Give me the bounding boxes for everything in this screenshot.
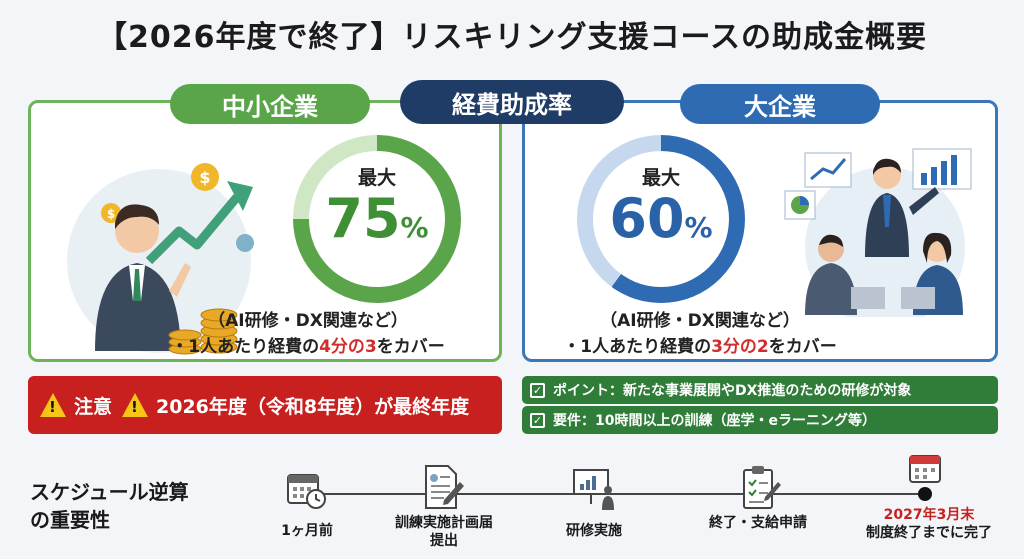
large-max-label: 最大: [641, 167, 680, 189]
sme-coverage: ・1人あたり経費の4分の3をカバー: [171, 337, 445, 357]
step-label-apply: 終了・支給申請: [709, 515, 807, 531]
large-rate-unit: %: [684, 211, 713, 244]
page-title: 【2026年度で終了】リスキリング支援コースの助成金概要: [97, 20, 927, 55]
sme-max-label: 最大: [357, 167, 396, 189]
large-coverage-highlight: 3分の2: [711, 337, 769, 357]
businessman-illustration: $ $: [67, 163, 254, 355]
warning-label: 注意: [74, 395, 113, 418]
requirement-bar: ✓ 要件：10時間以上の訓練（座学・eラーニング等）: [522, 406, 998, 434]
subsidy-rate-label: 経費助成率: [400, 80, 624, 124]
sme-rate-value: 75: [325, 187, 401, 250]
step-label-deadline: 2027年3月末 制度終了までに完了: [866, 507, 992, 541]
sme-coverage-highlight: 4分の3: [319, 337, 377, 357]
presentation-icon: [573, 469, 614, 510]
timeline-line: [300, 493, 925, 495]
step-label-submit-plan: 訓練実施計画届 提出: [395, 515, 493, 549]
warning-icon: [122, 393, 149, 417]
calendar-icon: [909, 455, 941, 483]
step-label-training: 研修実施: [566, 523, 622, 539]
team-illustration: [784, 148, 972, 317]
sme-panel: $ $ 中小企業 最大 75% （AI研修・DX関連など） ・1人あたり経費の4…: [28, 84, 502, 362]
sme-label: 中小企業: [170, 84, 370, 124]
check-icon: ✓: [530, 412, 545, 428]
warning-icon: [40, 393, 66, 417]
step-label-one-month-before: 1ヶ月前: [281, 523, 333, 539]
calendar-clock-icon: [287, 474, 326, 509]
large-panel: 最大 60% （AI研修・DX関連など） ・1人あたり経費の3: [522, 100, 998, 362]
document-pen-icon: [425, 465, 464, 509]
sme-rate-ring: 最大 75%: [293, 135, 461, 303]
requirement-text: 要件：10時間以上の訓練（座学・eラーニング等）: [553, 413, 876, 429]
point-bar: ✓ ポイント：新たな事業展開やDX推進のための研修が対象: [522, 376, 998, 404]
warning-text: 2026年度（令和8年度）が最終年度: [156, 395, 470, 418]
point-text: ポイント：新たな事業展開やDX推進のための研修が対象: [553, 383, 912, 399]
sme-rate-unit: %: [400, 211, 429, 244]
warning-bar: 注意 2026年度（令和8年度）が最終年度: [28, 376, 502, 434]
checklist-icon: [743, 466, 781, 509]
sme-scope: （AI研修・DX関連など）: [208, 311, 408, 331]
large-rate-value: 60: [609, 187, 685, 250]
check-icon: ✓: [530, 382, 545, 398]
svg-text:$: $: [199, 168, 210, 187]
large-rate-ring: 最大 60%: [577, 135, 745, 303]
timeline-end-dot: [918, 487, 932, 501]
large-coverage: ・1人あたり経費の3分の2をカバー: [563, 337, 837, 357]
large-scope: （AI研修・DX関連など）: [600, 311, 800, 331]
schedule-title: スケジュール逆算 の重要性: [30, 480, 189, 532]
large-label: 大企業: [680, 84, 880, 124]
svg-text:$: $: [107, 207, 115, 221]
